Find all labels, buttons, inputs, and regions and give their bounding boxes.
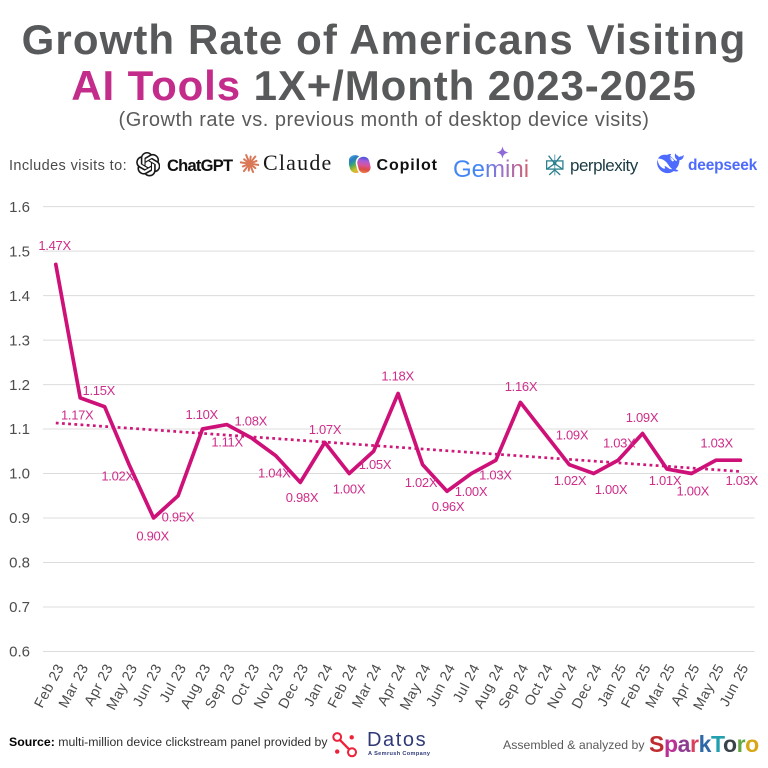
svg-text:1.11X: 1.11X bbox=[211, 435, 243, 450]
svg-text:1.03X: 1.03X bbox=[700, 436, 733, 451]
svg-text:1.05X: 1.05X bbox=[359, 457, 392, 472]
svg-text:0.7: 0.7 bbox=[9, 599, 30, 616]
svg-text:1.07X: 1.07X bbox=[309, 422, 342, 437]
svg-text:1.03X: 1.03X bbox=[603, 436, 636, 451]
svg-text:1.17X: 1.17X bbox=[61, 407, 94, 422]
svg-text:0.90X: 0.90X bbox=[136, 528, 169, 543]
svg-text:1.47X: 1.47X bbox=[38, 238, 71, 253]
svg-text:0.9: 0.9 bbox=[9, 510, 30, 527]
svg-text:1.2: 1.2 bbox=[9, 377, 30, 394]
svg-text:1.0: 1.0 bbox=[9, 466, 30, 483]
svg-text:1.00X: 1.00X bbox=[595, 482, 628, 497]
svg-text:0.8: 0.8 bbox=[9, 555, 30, 572]
svg-text:1.08X: 1.08X bbox=[235, 414, 268, 429]
svg-text:1.15X: 1.15X bbox=[83, 383, 116, 398]
svg-text:1.02X: 1.02X bbox=[554, 473, 587, 488]
svg-text:1.10X: 1.10X bbox=[185, 407, 218, 422]
svg-text:0.95X: 0.95X bbox=[162, 509, 195, 524]
svg-text:1.18X: 1.18X bbox=[381, 368, 414, 383]
svg-text:1.5: 1.5 bbox=[9, 243, 30, 260]
svg-text:1.02X: 1.02X bbox=[101, 469, 134, 484]
svg-text:1.03X: 1.03X bbox=[479, 468, 512, 483]
svg-text:1.03X: 1.03X bbox=[725, 473, 758, 488]
svg-text:0.98X: 0.98X bbox=[286, 490, 319, 505]
svg-text:1.1: 1.1 bbox=[9, 421, 30, 438]
svg-text:1.00X: 1.00X bbox=[677, 484, 710, 499]
svg-text:0.96X: 0.96X bbox=[432, 499, 465, 514]
svg-text:1.4: 1.4 bbox=[9, 288, 30, 305]
svg-text:0.6: 0.6 bbox=[9, 644, 30, 661]
svg-text:1.04X: 1.04X bbox=[258, 465, 291, 480]
svg-text:1.09X: 1.09X bbox=[626, 410, 659, 425]
svg-text:1.02X: 1.02X bbox=[405, 475, 438, 490]
svg-text:1.00X: 1.00X bbox=[455, 484, 488, 499]
svg-text:1.6: 1.6 bbox=[9, 199, 30, 216]
svg-text:1.3: 1.3 bbox=[9, 332, 30, 349]
svg-text:1.01X: 1.01X bbox=[649, 473, 682, 488]
svg-text:1.00X: 1.00X bbox=[333, 482, 366, 497]
svg-text:1.16X: 1.16X bbox=[505, 379, 538, 394]
svg-text:1.09X: 1.09X bbox=[556, 428, 589, 443]
